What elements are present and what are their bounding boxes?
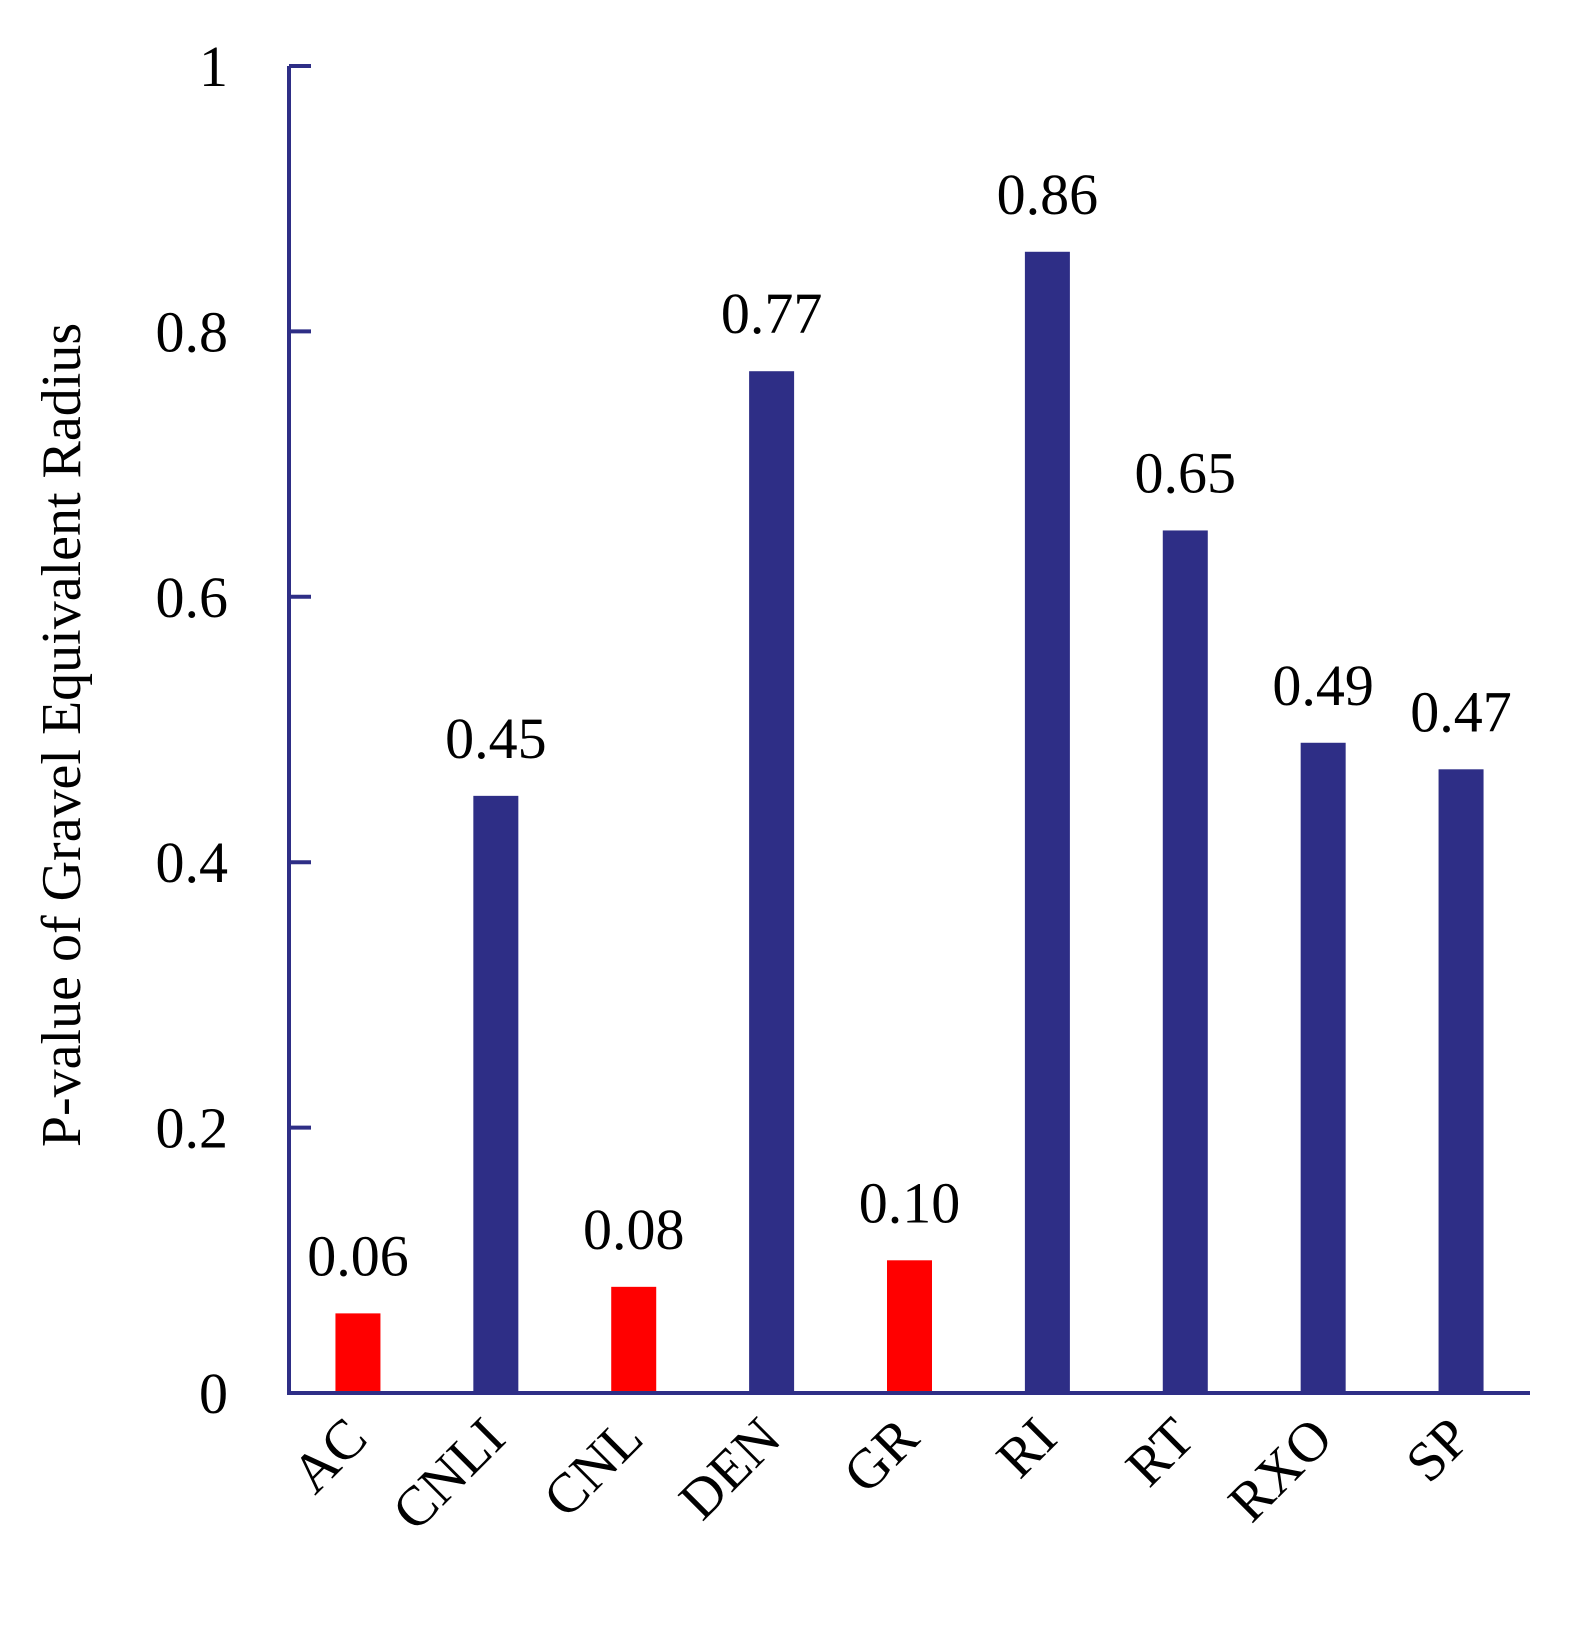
y-tick-label: 1 <box>199 34 228 99</box>
y-tick-label: 0.6 <box>156 565 229 630</box>
y-tick-label: 0.8 <box>156 299 229 364</box>
value-labels-group: 0.06 0.45 0.08 0.77 0.10 0.86 0.65 0.49 0.47 <box>307 162 1512 1289</box>
bar <box>1162 530 1208 1393</box>
x-tick-label: RI <box>985 1406 1068 1489</box>
bar <box>749 371 795 1394</box>
bar <box>1438 769 1484 1393</box>
category-labels-group: AC CNLI CNL DEN GR RI RT RXO SP <box>280 1406 1482 1543</box>
data-label: 0.08 <box>583 1197 685 1262</box>
y-tick-label: 0 <box>199 1361 228 1426</box>
bar <box>473 795 519 1393</box>
bar <box>887 1260 932 1393</box>
data-label: 0.49 <box>1272 653 1374 718</box>
x-tick-label: AC <box>280 1406 379 1505</box>
data-label: 0.65 <box>1135 440 1237 505</box>
y-axis: 0 0.2 0.4 0.6 0.8 1 <box>156 34 311 1426</box>
data-label: 0.86 <box>997 162 1099 227</box>
bar <box>1300 742 1346 1393</box>
y-tick-label: 0.2 <box>156 1096 229 1161</box>
x-tick-label: DEN <box>668 1406 793 1531</box>
x-tick-label: SP <box>1394 1406 1482 1494</box>
y-tick-label: 0.4 <box>156 830 229 895</box>
data-label: 0.10 <box>859 1170 961 1235</box>
x-tick-label: RT <box>1114 1406 1206 1498</box>
y-axis-title: P-value of Gravel Equivalent Radius <box>31 323 93 1147</box>
bar <box>335 1313 381 1393</box>
data-label: 0.77 <box>721 281 823 346</box>
x-tick-label: CNLI <box>381 1406 517 1542</box>
bar <box>611 1286 657 1393</box>
bar <box>1024 251 1070 1393</box>
data-label: 0.06 <box>307 1223 409 1288</box>
x-tick-label: GR <box>832 1406 931 1505</box>
x-tick-label: RXO <box>1217 1406 1344 1533</box>
data-label: 0.45 <box>445 706 547 771</box>
data-label: 0.47 <box>1410 679 1512 744</box>
x-tick-label: CNL <box>532 1406 655 1529</box>
bars-group <box>335 251 1484 1394</box>
